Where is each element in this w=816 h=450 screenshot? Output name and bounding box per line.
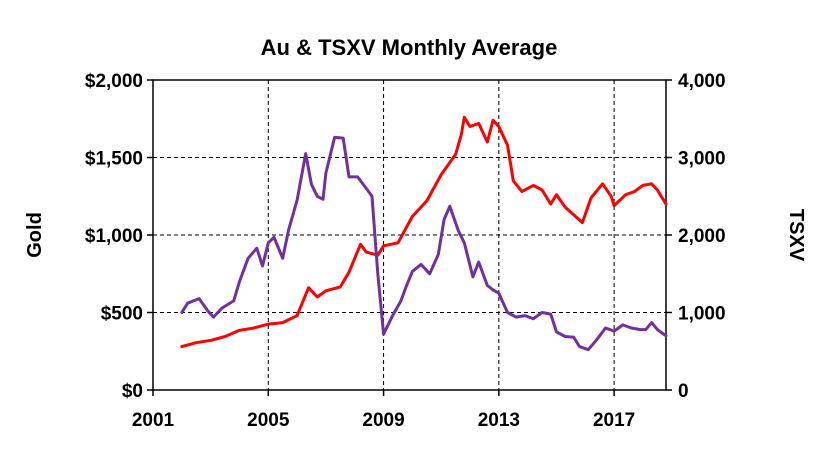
gridlines <box>153 80 666 390</box>
y-tick-label: $1,500 <box>85 149 143 170</box>
x-tick-label: 2009 <box>362 410 404 431</box>
y-tick-label: $1,000 <box>85 226 143 247</box>
y2-axis-label-tsxv: TSXV <box>785 209 807 262</box>
y-tick-label: $0 <box>122 381 143 402</box>
y2-tick-label: 3,000 <box>678 149 726 170</box>
y2-tick-label: 1,000 <box>678 304 726 325</box>
y-tick-label: $500 <box>101 304 143 325</box>
x-tick-label: 2013 <box>478 410 520 431</box>
x-tick-label: 2017 <box>593 410 635 431</box>
y2-tick-label: 2,000 <box>678 226 726 247</box>
x-tick-label: 2001 <box>132 410 175 431</box>
y-tick-label: $2,000 <box>85 71 143 92</box>
gold-line <box>180 115 668 349</box>
tsxv-line <box>180 135 668 352</box>
y2-tick-label: 0 <box>678 381 689 402</box>
y-axis-label-gold: Gold <box>24 212 46 258</box>
y2-tick-label: 4,000 <box>678 71 726 92</box>
chart-title: Au & TSXV Monthly Average <box>261 35 558 60</box>
series-layer <box>180 115 668 352</box>
ticks-layer: $0 $500 $1,000 $1,500 $2,000 0 1,000 2,000 3,000… <box>85 71 726 431</box>
x-tick-label: 2005 <box>247 410 290 431</box>
